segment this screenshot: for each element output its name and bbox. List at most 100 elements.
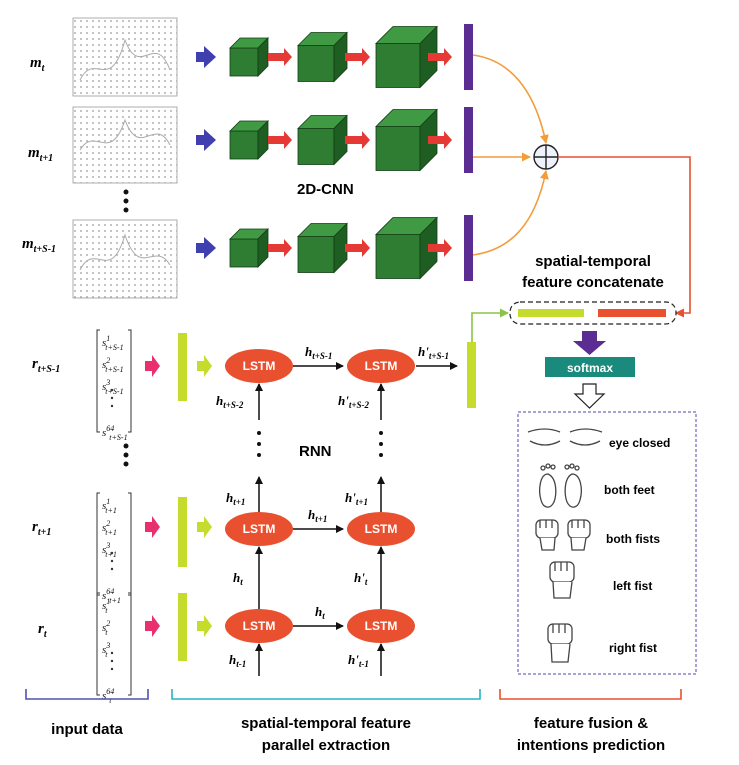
cnn-feature-bar xyxy=(464,215,473,281)
cnn-rows xyxy=(196,24,473,281)
both-fists-icon xyxy=(535,519,591,551)
vector-entry: s1 t+1 xyxy=(102,497,117,515)
intention-right-fist: right fist xyxy=(547,623,657,663)
bracket-input xyxy=(25,689,149,700)
cnn-arrow xyxy=(345,48,370,66)
lstm-label: LSTM xyxy=(365,522,398,536)
right-fist-icon xyxy=(547,623,573,663)
input-arrow xyxy=(145,615,160,637)
section-extraction-line1: spatial-temporal feature xyxy=(241,715,411,732)
lstm-label: LSTM xyxy=(243,359,276,373)
lstm-label: LSTM xyxy=(365,619,398,633)
m-label-2: mt+1 xyxy=(28,145,53,164)
vector-entry: s64 t+1 xyxy=(102,587,121,605)
section-fusion-line2: intentions prediction xyxy=(517,737,665,754)
r-ellipsis xyxy=(123,443,129,467)
input-vector: s1 t s2 t s3 t s64 t xyxy=(96,592,132,705)
feature-merge xyxy=(472,54,691,318)
intention-both-fists: both fists xyxy=(535,519,660,551)
h-label: h't xyxy=(354,570,368,587)
lstm-label: LSTM xyxy=(243,522,276,536)
rnn-input-bars xyxy=(178,333,212,661)
eeg-matrix xyxy=(72,219,178,299)
eeg-trace xyxy=(79,38,171,81)
bracket-fusion xyxy=(499,689,682,700)
rnn-label: RNN xyxy=(299,443,332,460)
h-label: ht+1 xyxy=(226,490,245,507)
input-arrow xyxy=(196,129,216,151)
rnn-to-concat-line xyxy=(471,308,509,342)
cnn-row xyxy=(196,24,473,90)
softmax-box xyxy=(545,357,635,377)
lstm-ellipsis xyxy=(257,431,383,457)
r-input-3: rt xyxy=(38,621,48,640)
lstm-label: LSTM xyxy=(365,359,398,373)
section-brackets xyxy=(25,689,682,700)
cnn-feature-bar xyxy=(464,107,473,173)
vector-entry: s1 t+S-1 xyxy=(102,334,124,352)
h-label: ht+S-2 xyxy=(216,393,244,410)
concat-output-line xyxy=(558,156,691,318)
h-label: ht+1 xyxy=(308,507,327,524)
cnn-arrow xyxy=(428,48,452,66)
input-arrow xyxy=(196,237,216,259)
r-input-1: rt+S-1 xyxy=(32,356,60,375)
bracket-extract xyxy=(171,689,481,700)
h-label: h't+S-1 xyxy=(418,344,449,361)
prediction-arrow xyxy=(573,383,606,409)
rnn-output-bar xyxy=(467,342,476,408)
section-input-label: input data xyxy=(51,721,123,738)
r-label-3: rt xyxy=(38,621,48,640)
lstm-cell: LSTM xyxy=(225,512,293,546)
hidden-state-labels: ht+S-1 ht+S-2 h't+S-1 h't+S-2 ht+1 ht+1 … xyxy=(216,344,449,669)
vector-entry: s3 t+1 xyxy=(102,541,117,559)
cnn-arrow xyxy=(428,131,452,149)
softmax-label: softmax xyxy=(567,361,613,375)
h-label: h't-1 xyxy=(348,652,369,669)
intention-left-fist: left fist xyxy=(549,561,652,599)
eyes-closed-icon xyxy=(527,428,603,446)
rnn-feature-segment xyxy=(518,309,584,317)
r-arrows xyxy=(145,355,160,637)
h-label: ht+S-1 xyxy=(305,344,332,361)
h-label: ht xyxy=(233,570,243,587)
feet-icon xyxy=(539,463,582,508)
cnn-arrow xyxy=(268,131,292,149)
cnn-arrow xyxy=(428,239,452,257)
m-input-3: mt+S-1 xyxy=(22,219,178,299)
bar-arrow xyxy=(197,615,212,637)
intention-both-feet: both feet xyxy=(539,463,655,508)
merge-line-3 xyxy=(472,170,549,256)
lstm-connections xyxy=(255,362,458,676)
cnn-cube xyxy=(375,25,438,89)
cnn-cube xyxy=(375,108,438,172)
intention-eye-closed: eye closed xyxy=(527,428,670,450)
cnn-cube xyxy=(375,216,438,280)
m-label-3: mt+S-1 xyxy=(22,236,56,255)
concat-label-line1: spatial-temporal xyxy=(535,253,651,270)
section-fusion-line1: feature fusion & xyxy=(534,715,648,732)
r-label-1: rt+S-1 xyxy=(32,356,60,375)
cnn-cube xyxy=(297,114,348,166)
eeg-matrix xyxy=(72,106,178,184)
cnn-arrow xyxy=(345,131,370,149)
vector-entry: s64 t xyxy=(102,687,114,705)
intention-label: eye closed xyxy=(609,436,670,450)
eeg-matrix xyxy=(72,17,178,97)
cnn-feature-segment xyxy=(598,309,666,317)
vector-entry: s1 t xyxy=(102,597,110,615)
r-input-2: rt+1 xyxy=(32,519,51,538)
cnn-cube xyxy=(297,31,348,83)
input-arrow xyxy=(145,516,160,538)
intention-label: right fist xyxy=(609,641,657,655)
softmax-arrow xyxy=(573,331,606,355)
cnn-row xyxy=(196,107,473,173)
lstm-cell: LSTM xyxy=(225,609,293,643)
eeg-trace xyxy=(79,233,171,271)
cnn-cube xyxy=(297,222,348,274)
softmax-block: softmax xyxy=(545,331,635,409)
concat-label-line2: feature concatenate xyxy=(522,274,664,291)
input-arrow xyxy=(196,46,216,68)
